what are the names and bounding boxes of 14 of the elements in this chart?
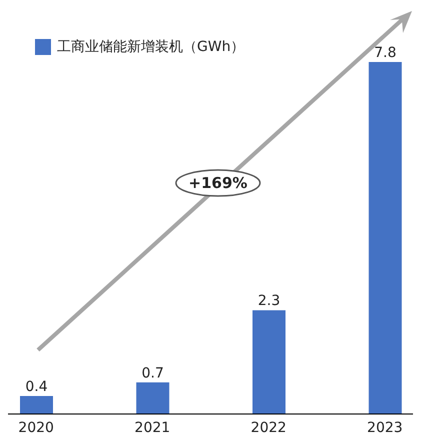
x-tick-label: 2023 bbox=[367, 420, 403, 436]
data-label: 7.8 bbox=[374, 45, 396, 61]
legend-label: 工商业储能新增装机（GWh） bbox=[57, 38, 245, 56]
data-label: 0.4 bbox=[25, 378, 48, 395]
x-tick-label: 2022 bbox=[250, 420, 286, 436]
annotation: +169% bbox=[188, 174, 248, 192]
bar bbox=[252, 310, 286, 414]
x-tick-label: 2020 bbox=[18, 420, 54, 436]
x-tick-label: 2021 bbox=[134, 420, 170, 436]
data-label: 0.7 bbox=[142, 365, 164, 382]
bar bbox=[20, 396, 53, 414]
data-label: 2.3 bbox=[258, 293, 280, 310]
bar bbox=[136, 382, 170, 414]
bar bbox=[368, 62, 402, 414]
